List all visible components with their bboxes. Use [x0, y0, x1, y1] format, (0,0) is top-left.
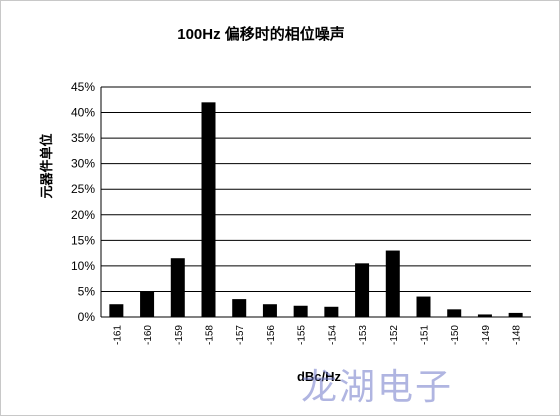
- x-tick-label: -150: [450, 325, 461, 345]
- x-tick-label: -154: [327, 325, 338, 345]
- x-tick-label: -151: [420, 325, 431, 345]
- y-tick-label: 40%: [71, 106, 95, 120]
- x-tick-label: -148: [512, 325, 523, 345]
- grid-layer: [100, 86, 531, 318]
- x-tick-label: -161: [112, 325, 123, 345]
- bar--156: [262, 304, 277, 317]
- x-tick-label: -153: [358, 325, 369, 345]
- y-tick-label: 30%: [71, 157, 95, 171]
- y-tick-label: 35%: [71, 131, 95, 145]
- x-tick-label: -158: [205, 325, 216, 345]
- bars-layer: [109, 102, 523, 317]
- y-tick-label: 5%: [78, 284, 96, 298]
- bar--151: [416, 296, 431, 317]
- x-tick-label: -152: [389, 325, 400, 345]
- y-tick-label: 25%: [71, 182, 95, 196]
- y-tick-label: 20%: [71, 208, 95, 222]
- y-tick-label: 15%: [71, 233, 95, 247]
- bar--152: [385, 250, 400, 317]
- watermark: 龙湖电子: [301, 367, 453, 408]
- x-axis-label: dBc/Hz: [297, 369, 342, 384]
- x-tick-labels: -161 -160 -159 -158 -157 -156 -155 -154 -153 -152…: [112, 325, 522, 345]
- bar--148: [508, 312, 523, 317]
- bar--149: [477, 314, 492, 317]
- y-tick-label: 45%: [71, 80, 95, 94]
- x-tick-label: -160: [143, 325, 154, 345]
- bar--158: [201, 102, 216, 317]
- x-tick-label: -156: [266, 325, 277, 345]
- x-tick-label: -159: [174, 325, 185, 345]
- x-tick-label: -149: [481, 325, 492, 345]
- bar--153: [355, 263, 370, 317]
- bar--161: [109, 304, 124, 317]
- bar--155: [293, 305, 308, 317]
- bar--160: [140, 291, 155, 317]
- x-tick-label: -155: [297, 325, 308, 345]
- x-tick-label: -157: [235, 325, 246, 345]
- bar--154: [324, 306, 339, 317]
- bar--150: [447, 309, 462, 317]
- chart-title: 100Hz 偏移时的相位噪声: [177, 25, 345, 43]
- y-tick-label: 10%: [71, 259, 95, 273]
- y-axis-label: 元器件单位: [39, 133, 54, 198]
- y-tick-label: 0%: [78, 310, 96, 324]
- bar--159: [170, 258, 185, 317]
- y-tick-labels: 0% 5% 10% 15% 20% 25% 30% 35% 40% 45%: [71, 80, 95, 324]
- bar--157: [232, 299, 247, 317]
